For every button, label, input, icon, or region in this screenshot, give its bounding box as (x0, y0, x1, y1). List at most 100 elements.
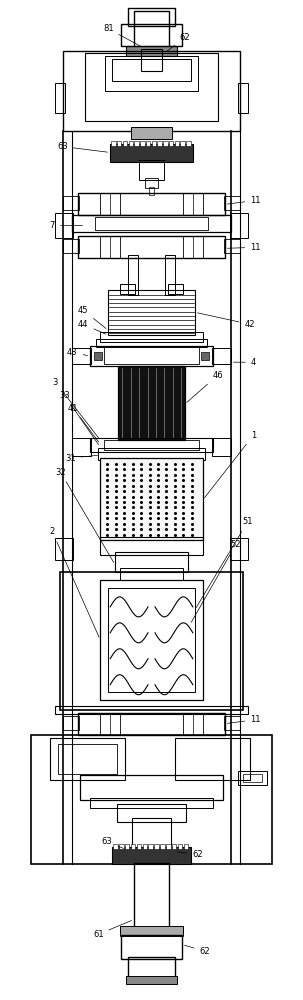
Bar (175, 141, 179, 146)
Bar (98, 448, 205, 460)
Bar (131, 127, 172, 139)
Bar (134, 141, 139, 146)
Bar (126, 46, 177, 56)
Bar (100, 713, 203, 735)
Bar (186, 141, 191, 146)
Bar (94, 352, 102, 360)
Text: 62: 62 (185, 945, 210, 956)
Bar (119, 844, 124, 849)
Bar (121, 935, 182, 959)
Bar (145, 178, 158, 188)
Bar (152, 141, 156, 146)
Text: 81: 81 (103, 24, 141, 46)
Bar (230, 538, 248, 560)
Bar (105, 56, 198, 91)
Text: 62: 62 (178, 850, 203, 859)
Bar (139, 160, 164, 180)
Text: 31: 31 (65, 454, 98, 463)
Text: 11: 11 (228, 715, 261, 724)
Bar (224, 196, 240, 210)
Bar (230, 213, 248, 238)
Bar (55, 83, 65, 113)
Bar (55, 538, 73, 560)
Bar (104, 440, 199, 450)
Bar (201, 352, 209, 360)
Bar (175, 738, 250, 780)
Bar (134, 11, 169, 51)
Text: 42: 42 (198, 313, 255, 329)
Text: 45: 45 (78, 306, 106, 328)
Bar (100, 236, 203, 258)
Bar (184, 844, 188, 849)
Bar (100, 537, 203, 555)
Bar (31, 735, 272, 864)
Bar (90, 438, 213, 452)
Bar (238, 83, 248, 113)
Bar (58, 744, 117, 774)
Bar (169, 141, 173, 146)
Bar (126, 976, 177, 984)
Bar (146, 141, 150, 146)
Bar (148, 844, 153, 849)
Bar (125, 844, 129, 849)
Bar (120, 236, 183, 258)
Text: 63: 63 (57, 142, 108, 152)
Bar (181, 141, 185, 146)
Bar (117, 141, 122, 146)
Bar (51, 738, 125, 780)
Bar (224, 239, 240, 253)
Text: 2: 2 (50, 527, 99, 637)
Bar (120, 713, 183, 735)
Bar (165, 255, 175, 295)
Bar (78, 236, 225, 258)
Bar (141, 49, 162, 71)
Bar (128, 141, 133, 146)
Bar (128, 255, 138, 295)
Bar (224, 716, 240, 730)
Bar (160, 844, 165, 849)
Bar (137, 844, 141, 849)
Bar (157, 141, 162, 146)
Bar (78, 193, 225, 215)
Bar (120, 568, 183, 580)
Bar (172, 844, 176, 849)
Text: 46: 46 (187, 371, 223, 402)
Text: 51: 51 (196, 517, 253, 607)
Bar (163, 141, 168, 146)
Text: 1: 1 (205, 431, 256, 498)
Bar (168, 284, 183, 294)
Bar (166, 844, 171, 849)
Bar (95, 217, 208, 230)
Bar (63, 51, 240, 131)
Text: 7: 7 (50, 221, 82, 230)
Bar (78, 713, 225, 735)
Bar (128, 957, 175, 979)
Bar (72, 438, 91, 456)
Text: 52: 52 (191, 540, 241, 622)
Bar (123, 141, 127, 146)
Bar (100, 580, 203, 700)
Bar (80, 775, 223, 800)
Bar (110, 144, 193, 162)
Bar (132, 818, 171, 850)
Bar (100, 193, 203, 215)
Bar (96, 339, 207, 347)
Bar (63, 239, 79, 253)
Bar (212, 438, 231, 456)
Bar (90, 798, 213, 808)
Bar (131, 844, 135, 849)
Bar (115, 552, 188, 572)
Bar (100, 332, 203, 342)
Bar (63, 716, 79, 730)
Text: 11: 11 (228, 243, 261, 252)
Bar (108, 588, 195, 692)
Text: 44: 44 (78, 320, 106, 334)
Bar (128, 8, 175, 26)
Bar (55, 213, 73, 238)
Bar (120, 926, 183, 936)
Bar (154, 844, 159, 849)
Bar (108, 290, 195, 335)
Bar (212, 348, 231, 364)
Bar (85, 53, 218, 121)
Bar (238, 771, 268, 785)
